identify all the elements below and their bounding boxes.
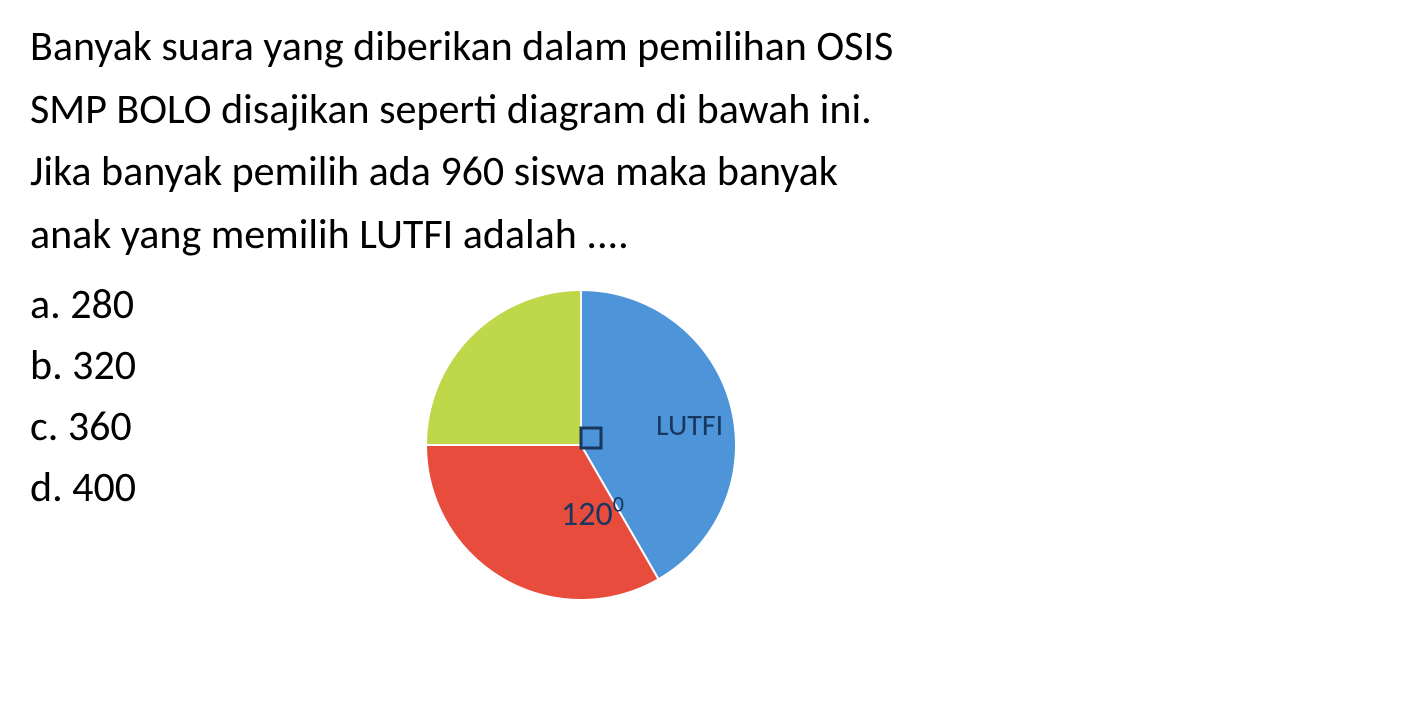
content-row: a. 280 b. 320 c. 360 d. 400 LUTFI1200	[30, 270, 1374, 620]
pie-slice-slice-green	[426, 290, 581, 445]
answer-options: a. 280 b. 320 c. 360 d. 400	[30, 270, 136, 519]
pie-chart: LUTFI1200	[416, 280, 756, 620]
option-c: c. 360	[30, 397, 136, 458]
option-b: b. 320	[30, 336, 136, 397]
question-line-2: SMP BOLO disajikan seperti diagram di ba…	[30, 83, 1374, 138]
pie-label-LUTFI: LUTFI	[656, 407, 723, 444]
question-line-4: anak yang memilih LUTFI adalah ....	[30, 208, 1374, 263]
question-line-1: Banyak suara yang diberikan dalam pemili…	[30, 20, 1374, 75]
option-a: a. 280	[30, 275, 136, 336]
option-d: d. 400	[30, 458, 136, 519]
question-line-3: Jika banyak pemilih ada 960 siswa maka b…	[30, 145, 1374, 200]
pie-chart-container: LUTFI1200	[416, 280, 756, 620]
